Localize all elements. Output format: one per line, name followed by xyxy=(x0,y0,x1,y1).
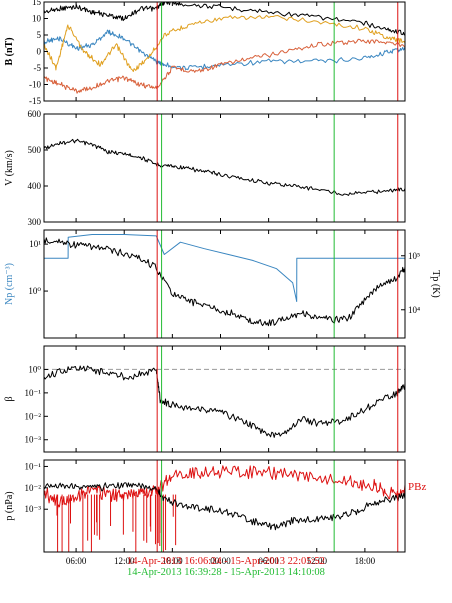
series-line-2 xyxy=(44,482,405,531)
panel-series-group xyxy=(44,234,405,327)
y-tick-label: 500 xyxy=(28,145,42,155)
y-tick-label: 5 xyxy=(37,30,42,40)
series-line-1 xyxy=(44,2,405,36)
series-line-2 xyxy=(44,29,405,71)
y-tick-label: 10⁻¹ xyxy=(25,461,42,471)
y-tick-label: 10⁻¹ xyxy=(25,388,42,398)
y-tick-label: 600 xyxy=(28,109,42,119)
panel-5: 10⁻¹ 10⁻² 10⁻³ p (nPa) PBz xyxy=(4,459,426,553)
panel-frame xyxy=(43,459,406,553)
x-tick-label: 18:00 xyxy=(162,556,183,566)
y-tick-label: 10 xyxy=(32,14,42,24)
series-line-1 xyxy=(44,138,405,196)
x-tick-label: 12:00 xyxy=(114,556,135,566)
x-tick-label: 12:00 xyxy=(306,556,327,566)
panel-1: 15 10 5 0 -5 -10 -15 B (nT) xyxy=(4,0,406,106)
series-line-3 xyxy=(44,14,405,72)
panel-series-group xyxy=(44,365,405,438)
y-tick-label: 10⁰ xyxy=(28,286,41,296)
panel-frame xyxy=(43,229,406,339)
y-axis-label: Np (cm⁻³) xyxy=(4,263,15,305)
panel-2: 600 500 400 300 V (km/s) xyxy=(4,109,406,227)
red-interval-label: 14-Apr-2013 16:06:24 - 15-Apr-2013 22:05… xyxy=(127,556,325,567)
series-line-2 xyxy=(44,237,405,327)
y-tick-label: 10⁻² xyxy=(25,483,42,493)
y-tick-label: 300 xyxy=(28,217,42,227)
y-tick-label: 10⁻³ xyxy=(25,435,42,445)
y2-tick-label: 10⁴ xyxy=(408,305,420,315)
y-tick-label: -10 xyxy=(29,80,41,90)
series-line-1 xyxy=(44,234,405,302)
y-tick-label: 15 xyxy=(32,0,42,7)
y-tick-label: 10¹ xyxy=(29,239,41,249)
y-tick-label: 10⁻³ xyxy=(25,504,42,514)
green-interval-label: 14-Apr-2013 16:39:28 - 15-Apr-2013 14:10… xyxy=(127,567,325,578)
y-tick-label: -5 xyxy=(34,63,42,73)
x-tick-label: 00:00 xyxy=(210,556,231,566)
y-axis-label: B (nT) xyxy=(4,37,15,65)
series-line-1 xyxy=(44,465,405,509)
panel-series-group xyxy=(44,138,405,196)
y-tick-label: 10⁰ xyxy=(28,364,41,374)
y-tick-label: 0 xyxy=(37,47,42,57)
panel-series-group xyxy=(44,2,405,94)
y-axis-label: β xyxy=(4,396,15,401)
panel-frame xyxy=(43,345,406,453)
panel-series-group xyxy=(44,465,405,552)
y2-tick-label: 10⁵ xyxy=(408,251,420,261)
y-tick-label: 400 xyxy=(28,181,42,191)
tp-axis-label: Tp (K) xyxy=(430,270,441,298)
series-line-4 xyxy=(44,38,405,94)
panel-4: 10⁰ 10⁻¹ 10⁻² 10⁻³ β xyxy=(4,345,406,453)
y-tick-label: 10⁻² xyxy=(25,411,42,421)
y-axis-label: V (km/s) xyxy=(4,150,15,186)
panel-frame xyxy=(43,113,406,223)
y-tick-label: -15 xyxy=(29,96,41,106)
panel-3: 10¹ 10⁰ 10⁵ 10⁴ Tp (K) Np (cm⁻³) xyxy=(4,229,441,339)
pbz-annotation: PBz xyxy=(408,481,426,493)
x-tick-label: 18:00 xyxy=(355,556,376,566)
y-axis-label: p (nPa) xyxy=(4,491,15,520)
series-line-1 xyxy=(44,365,405,438)
x-tick-label: 06:00 xyxy=(258,556,279,566)
x-tick-label: 06:00 xyxy=(66,556,87,566)
